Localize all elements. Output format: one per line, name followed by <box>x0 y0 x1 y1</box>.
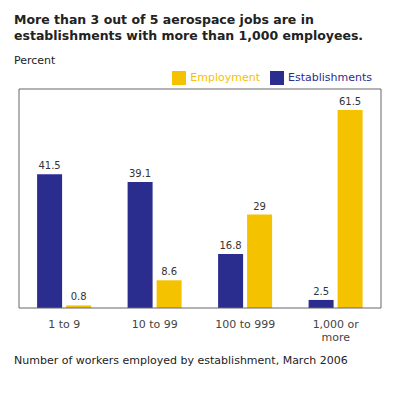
html-text:Number of workers employed by: Number of workers employed by establishm… <box>14 354 348 367</box>
svg-text:39.1: 39.1 <box>129 168 151 179</box>
svg-text:29: 29 <box>253 201 266 212</box>
svg-text:2.5: 2.5 <box>313 286 329 297</box>
svg-text:1,000 ormore: 1,000 ormore <box>313 318 360 344</box>
svg-text:16.8: 16.8 <box>219 240 241 251</box>
svg-text:61.5: 61.5 <box>339 96 361 107</box>
html-text:More than 3 out of 5 aerospace: More than 3 out of 5 aerospace jobs are … <box>14 12 314 27</box>
svg-text:8.6: 8.6 <box>161 266 177 277</box>
svg-text:41.5: 41.5 <box>38 160 60 171</box>
svg-text:100 to 999: 100 to 999 <box>215 318 275 331</box>
html-text:Establishments: Establishments <box>288 71 372 84</box>
html-text:Percent: Percent <box>14 54 56 67</box>
svg-text:10 to 99: 10 to 99 <box>132 318 178 331</box>
svg-text:1 to 9: 1 to 9 <box>48 318 80 331</box>
html-text:Employment: Employment <box>190 71 260 84</box>
svg-text:0.8: 0.8 <box>71 291 87 302</box>
html-text:establishments with more than: establishments with more than 1,000 empl… <box>14 28 364 43</box>
